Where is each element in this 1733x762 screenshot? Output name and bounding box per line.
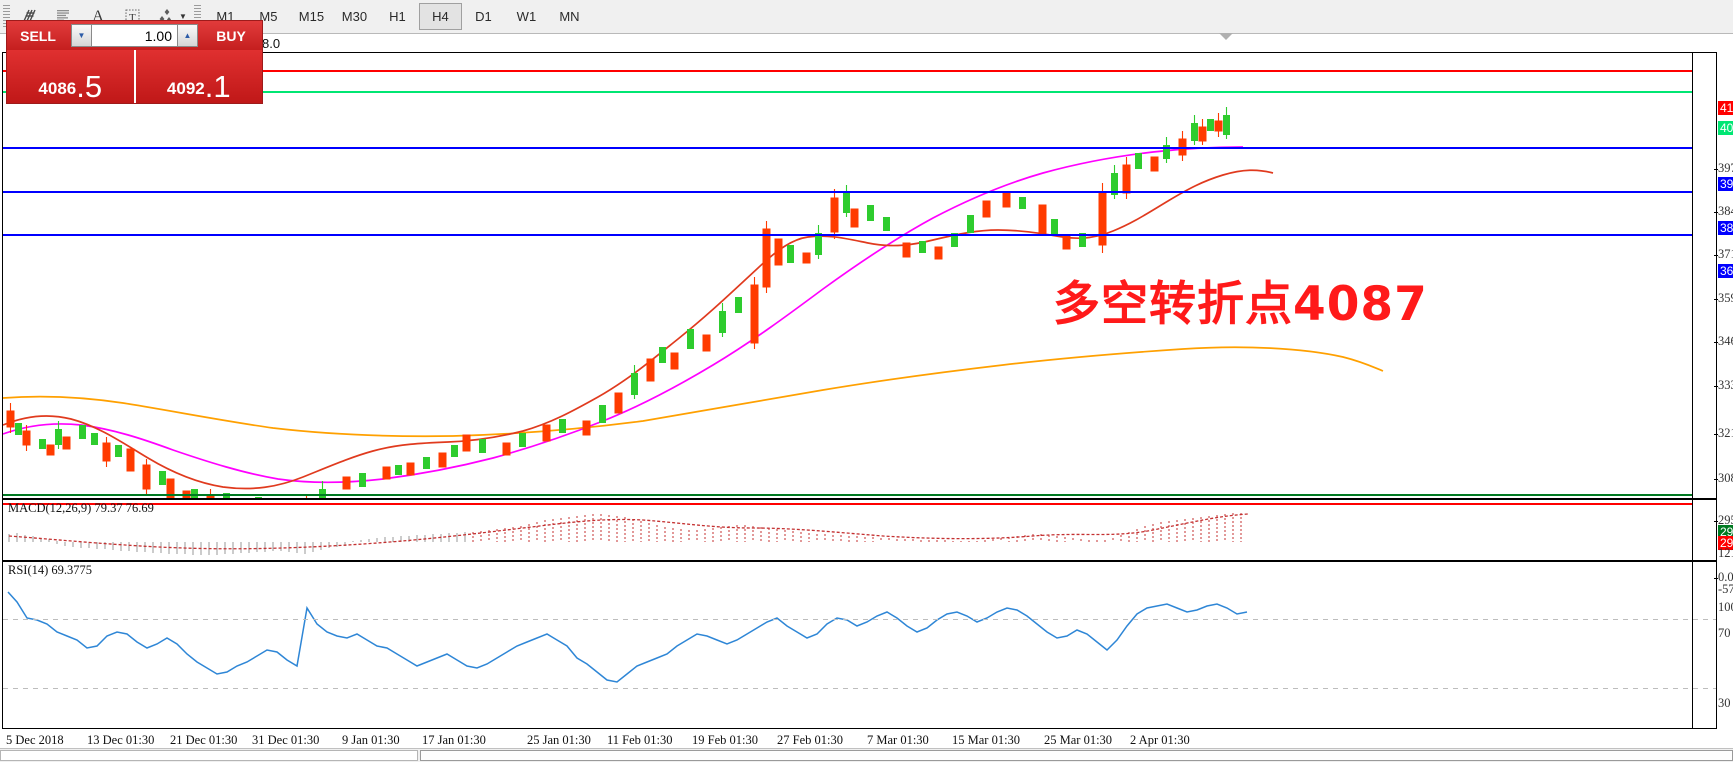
level-line-4142	[3, 70, 1693, 72]
price-divider	[133, 50, 136, 103]
rsi-chart-svg	[7, 591, 1248, 683]
level-line-3926	[3, 147, 1693, 149]
sell-price-fraction: .5	[76, 68, 103, 104]
price-label-low-red: 2917.0	[1718, 536, 1733, 550]
level-line-3803	[3, 191, 1693, 193]
timeframe-m30[interactable]: M30	[341, 9, 368, 24]
macd-scale-zero: 0.00	[1714, 570, 1733, 585]
price-label-2958: 2958.5	[1714, 513, 1733, 528]
timeframe-toolbar-grip[interactable]	[193, 4, 201, 29]
buy-price-fraction: .1	[204, 68, 231, 104]
buy-button[interactable]: BUY	[216, 27, 246, 44]
one-click-prices: 4086 .5 4092 .1	[7, 50, 262, 103]
volume-decrease-button[interactable]: ▼	[71, 24, 92, 47]
macd-label: MACD(12,26,9) 79.37 76.69	[8, 501, 154, 515]
price-label-3466: 3466.0	[1714, 334, 1733, 349]
rsi-level-70-line	[3, 619, 1716, 620]
rsi-scale-30: 30	[1718, 696, 1731, 710]
date-label: 31 Dec 01:30	[252, 733, 320, 747]
timeframe-w1[interactable]: W1	[516, 9, 537, 24]
timeframe-d1[interactable]: D1	[475, 9, 492, 24]
price-chart-svg	[3, 107, 1384, 498]
price-label-3926: 3926.0	[1718, 177, 1733, 191]
rsi-scale-100: 100	[1718, 600, 1733, 614]
price-label-ask-green: 2933.8	[1718, 525, 1733, 539]
buy-price-integer: 4092	[166, 79, 205, 98]
level-line-2933	[3, 494, 1693, 496]
rsi-label: RSI(14) 69.3775	[8, 563, 93, 577]
toolbar-grip[interactable]	[3, 4, 10, 29]
volume-increase-button[interactable]: ▲	[177, 24, 198, 47]
date-label: 15 Mar 01:30	[952, 733, 1021, 747]
price-label-3971: 3971.0	[1714, 161, 1733, 176]
scrollbar-thumb[interactable]	[420, 750, 1733, 761]
price-pane[interactable]: 多空转折点4087	[3, 53, 1716, 505]
chart-frame: 多空转折点4087 MACD(12,26,9) 79.37 76.69	[2, 52, 1717, 729]
rsi-level-30-line	[3, 688, 1716, 689]
main-toolbar: E F A T ▼ M1 M5 M15 M30 H	[0, 0, 1733, 34]
text-box-icon[interactable]: T	[115, 1, 149, 32]
macd-scale-max: 121.84	[1718, 546, 1733, 560]
level-line-3676	[3, 234, 1693, 236]
macd-pane[interactable]: MACD(12,26,9) 79.37 76.69	[3, 500, 1716, 562]
candlestick-series	[6, 107, 1230, 498]
text-label-icon[interactable]: A	[92, 7, 104, 25]
date-label: 25 Jan 01:30	[527, 733, 591, 747]
horizontal-scrollbar[interactable]	[0, 748, 1733, 762]
date-label: 13 Dec 01:30	[87, 733, 155, 747]
chart-area: ▲ CHINA300-,H4 4067.4 4125.6 4057.9 4088…	[0, 35, 1733, 747]
sell-price-integer: 4086	[38, 79, 77, 98]
timeframe-h1[interactable]: H1	[389, 9, 406, 24]
chart-annotation-text[interactable]: 多空转折点4087	[1053, 277, 1428, 332]
date-label: 27 Feb 01:30	[777, 733, 843, 747]
date-label: 17 Jan 01:30	[422, 733, 486, 747]
date-label: 9 Jan 01:30	[342, 733, 400, 747]
date-label: 19 Feb 01:30	[692, 733, 758, 747]
objects-dropdown-caret[interactable]: ▼	[179, 12, 187, 21]
date-label: 5 Dec 2018	[6, 733, 64, 747]
timeframe-m5[interactable]: M5	[259, 9, 278, 24]
sell-button[interactable]: SELL	[20, 27, 56, 44]
timeframe-mn[interactable]: MN	[559, 9, 580, 24]
date-label: 11 Feb 01:30	[607, 733, 673, 747]
price-axis-line	[1692, 53, 1716, 728]
price-label-3211: 3211.0	[1714, 426, 1733, 441]
price-label-3843: 3843.5	[1714, 204, 1733, 219]
date-label: 21 Dec 01:30	[170, 733, 238, 747]
price-label-3086: 3086.0	[1714, 471, 1733, 486]
macd-scale-min: -57.26	[1718, 582, 1733, 596]
date-axis[interactable]: 5 Dec 2018 13 Dec 01:30 21 Dec 01:30 31 …	[2, 730, 1717, 752]
chart-collapse-triangle-icon[interactable]	[1219, 33, 1233, 40]
price-label-bid-green: 4087.0	[1718, 121, 1733, 135]
timeframe-m15[interactable]: M15	[298, 9, 325, 24]
price-label-3591: 3591.0	[1714, 291, 1733, 306]
date-label: 7 Mar 01:30	[867, 733, 929, 747]
volume-stepper[interactable]: ▼ 1.00 ▲	[71, 24, 198, 47]
price-label-3718: 3718.5	[1714, 247, 1733, 262]
rsi-scale-70: 70	[1718, 626, 1731, 640]
one-click-trading-panel[interactable]: SELL ▼ 1.00 ▲ BUY 4086 .5 4092 .1	[6, 20, 263, 104]
svg-text:T: T	[129, 12, 136, 24]
date-label: 2 Apr 01:30	[1130, 733, 1190, 747]
price-label-3338: 3338.5	[1714, 378, 1733, 393]
level-line-2917	[3, 503, 1693, 505]
level-line-4087	[3, 91, 1693, 93]
price-scale[interactable]: 4142.8 4087.0 3971.0 3926.0 3843.5 3803.…	[1714, 52, 1733, 729]
macd-chart-svg	[8, 513, 1249, 555]
rsi-pane[interactable]: RSI(14) 69.3775	[3, 562, 1716, 728]
date-label: 25 Mar 01:30	[1044, 733, 1113, 747]
buy-price-button[interactable]: 4092 .1	[135, 50, 262, 104]
price-label-high-red: 4142.8	[1718, 101, 1733, 115]
volume-input[interactable]: 1.00	[92, 24, 177, 47]
one-click-header: SELL ▼ 1.00 ▲ BUY	[7, 21, 262, 50]
timeframe-h4[interactable]: H4	[418, 3, 462, 30]
price-label-3803: 3803.8	[1718, 221, 1733, 235]
scrollbar-track-left[interactable]	[0, 750, 418, 761]
sell-price-button[interactable]: 4086 .5	[7, 50, 134, 103]
price-label-3676: 3676.5	[1718, 264, 1733, 278]
